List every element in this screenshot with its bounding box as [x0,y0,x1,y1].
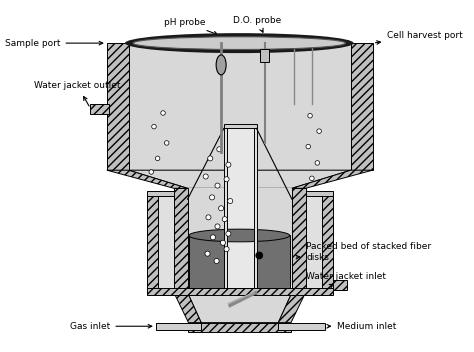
Circle shape [164,141,169,145]
Circle shape [228,199,233,203]
Bar [128,43,351,170]
Polygon shape [188,293,292,323]
Circle shape [215,224,220,229]
Bar [227,128,254,288]
Ellipse shape [216,55,226,75]
Circle shape [219,206,224,211]
Polygon shape [174,293,201,323]
Polygon shape [128,170,351,188]
Circle shape [206,215,211,220]
Circle shape [205,251,210,256]
Circle shape [210,235,216,240]
Circle shape [306,144,310,149]
Circle shape [210,195,215,200]
Circle shape [155,156,160,161]
Text: Water jacket outlet: Water jacket outlet [34,81,121,106]
Polygon shape [107,170,188,188]
Text: pH probe: pH probe [164,18,218,35]
Bar [333,280,347,290]
Bar [107,43,128,170]
Text: D.O. probe: D.O. probe [233,16,282,32]
Bar [174,188,188,293]
Bar [322,196,333,288]
Circle shape [214,258,219,263]
Bar [351,43,373,170]
Bar [190,235,290,288]
Circle shape [217,147,222,152]
Bar [292,188,306,293]
Circle shape [315,161,319,165]
Bar [189,323,291,332]
Circle shape [226,231,231,236]
Circle shape [256,252,263,259]
Circle shape [152,124,156,129]
Circle shape [203,174,208,179]
Circle shape [310,176,314,181]
Ellipse shape [189,229,290,242]
Bar [306,196,322,288]
Circle shape [224,177,229,182]
Bar [156,323,201,330]
Circle shape [308,113,312,118]
Circle shape [215,183,220,188]
Bar [260,50,269,62]
Circle shape [226,162,231,167]
Bar [188,188,292,285]
Bar [147,196,158,288]
Bar [224,128,227,288]
Circle shape [149,170,154,174]
Bar [158,196,174,288]
Ellipse shape [125,33,354,53]
Circle shape [161,111,165,115]
Text: Gas inlet: Gas inlet [70,322,152,331]
Ellipse shape [133,37,346,50]
Bar [278,323,326,330]
Bar [306,191,333,196]
Text: Medium inlet: Medium inlet [327,322,397,331]
Circle shape [220,240,226,245]
Bar [254,128,256,288]
Circle shape [208,156,213,161]
Text: Cell harvest port: Cell harvest port [375,31,463,44]
Text: Sample port: Sample port [5,39,103,48]
Circle shape [317,129,321,133]
Bar [147,191,174,196]
Polygon shape [292,170,373,188]
Bar [224,124,256,128]
Text: Water jacket inlet: Water jacket inlet [306,272,386,288]
Circle shape [222,216,228,222]
Polygon shape [278,293,306,323]
Circle shape [224,246,229,252]
Bar [91,104,109,114]
Bar [147,288,333,295]
Text: Packed bed of stacked fiber
disks: Packed bed of stacked fiber disks [296,242,431,262]
